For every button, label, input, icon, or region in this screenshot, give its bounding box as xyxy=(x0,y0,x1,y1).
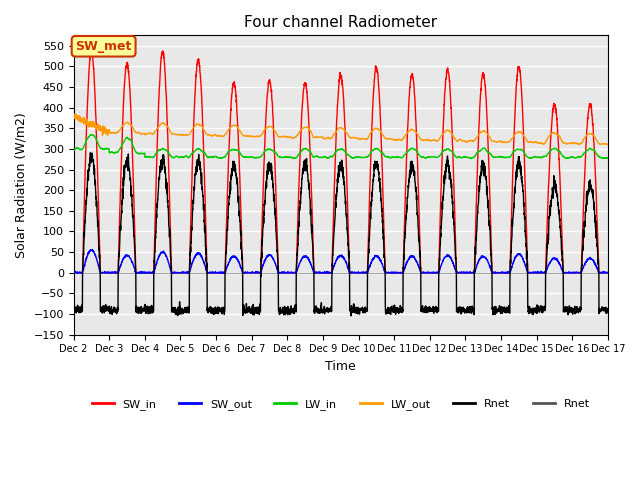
LW_in xyxy=(298,148,306,154)
SW_in xyxy=(593,227,601,233)
Rnet xyxy=(163,182,170,188)
LW_out xyxy=(604,142,612,147)
LW_out xyxy=(298,126,306,132)
LW_out xyxy=(72,111,79,117)
LW_out xyxy=(603,142,611,147)
Legend: SW_in, SW_out, LW_in, LW_out, Rnet, Rnet: SW_in, SW_out, LW_in, LW_out, Rnet, Rnet xyxy=(87,394,595,414)
LW_in xyxy=(467,156,474,161)
Rnet xyxy=(594,250,602,255)
LW_in xyxy=(131,147,139,153)
Rnet xyxy=(70,305,77,311)
Line: SW_out: SW_out xyxy=(74,250,608,273)
Title: Four channel Radiometer: Four channel Radiometer xyxy=(244,15,437,30)
SW_out xyxy=(70,270,77,276)
LW_in xyxy=(70,147,77,153)
LW_in xyxy=(604,155,612,161)
SW_out xyxy=(536,270,544,276)
LW_out xyxy=(163,123,170,129)
Rnet xyxy=(275,308,282,314)
SW_in xyxy=(536,270,544,276)
SW_in xyxy=(159,48,166,54)
SW_out xyxy=(70,270,78,276)
Line: LW_in: LW_in xyxy=(74,134,608,158)
LW_out xyxy=(593,139,601,144)
LW_out xyxy=(536,140,544,146)
Line: SW_in: SW_in xyxy=(74,51,608,273)
Rnet xyxy=(131,246,139,252)
LW_in xyxy=(594,153,602,158)
LW_in xyxy=(275,154,282,160)
X-axis label: Time: Time xyxy=(325,360,356,373)
Line: Rnet: Rnet xyxy=(74,153,608,316)
LW_out xyxy=(70,113,77,119)
SW_out xyxy=(131,267,139,273)
SW_in xyxy=(604,270,612,276)
SW_out xyxy=(163,254,170,260)
LW_out xyxy=(131,128,139,134)
LW_out xyxy=(275,134,282,140)
SW_out xyxy=(87,247,95,252)
Rnet xyxy=(86,150,94,156)
Y-axis label: Solar Radiation (W/m2): Solar Radiation (W/m2) xyxy=(15,112,28,258)
SW_out xyxy=(298,255,306,261)
Rnet xyxy=(298,176,306,181)
SW_in xyxy=(70,270,77,276)
SW_in xyxy=(131,223,138,228)
SW_out xyxy=(604,270,612,276)
LW_in xyxy=(163,147,170,153)
SW_in xyxy=(298,111,306,117)
Text: SW_met: SW_met xyxy=(76,40,132,53)
Rnet xyxy=(348,313,355,319)
SW_in xyxy=(163,97,170,103)
LW_in xyxy=(87,132,95,137)
SW_out xyxy=(275,270,283,276)
Line: LW_out: LW_out xyxy=(74,114,608,144)
SW_out xyxy=(594,266,602,272)
SW_in xyxy=(275,270,282,276)
LW_in xyxy=(536,155,544,160)
Rnet xyxy=(604,309,612,314)
Rnet xyxy=(536,307,544,312)
